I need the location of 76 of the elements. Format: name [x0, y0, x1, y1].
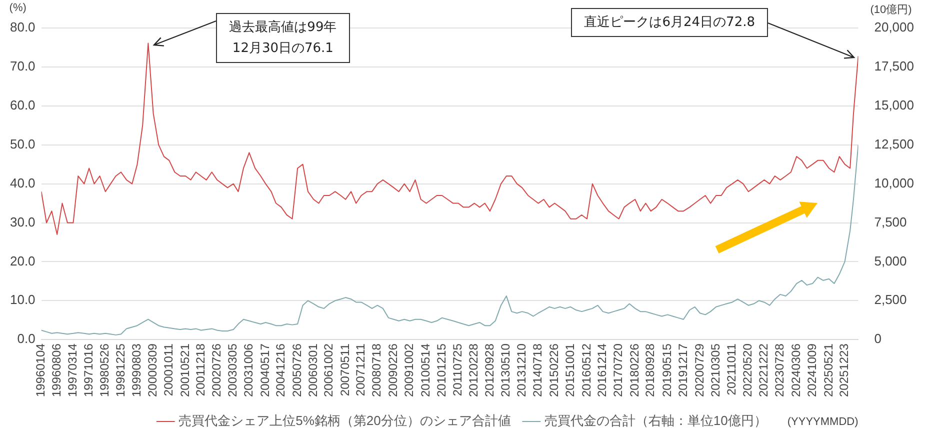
y2-tick-label: 12,500 — [874, 136, 914, 152]
x-tick-label: 20090226 — [386, 343, 400, 397]
x-tick-label: 20080718 — [370, 343, 384, 397]
x-tick-label: 20151001 — [562, 343, 577, 397]
x-tick-label: 20161214 — [595, 343, 610, 397]
x-tick-label: 20041216 — [274, 343, 288, 397]
legend-label: 売買代金シェア上位5%銘柄（第20分位）のシェア合計値 — [178, 413, 511, 428]
y2-tick-label: 7,500 — [874, 214, 907, 230]
x-tick-label: 20211011 — [724, 343, 739, 396]
x-tick-label: 20250521 — [821, 343, 836, 397]
x-tick-label: 20130510 — [498, 343, 513, 397]
x-tick-label: 20001011 — [161, 343, 176, 396]
x-tick-label: 20140718 — [530, 343, 545, 397]
x-tick-label: 20240306 — [788, 343, 803, 397]
x-tick-label: 20200729 — [692, 343, 706, 397]
x-tick-label: 20220520 — [740, 343, 755, 397]
y2-tick-label: 10,000 — [874, 175, 914, 190]
x-tick-label: 20031006 — [242, 343, 256, 397]
x-tick-label: 19981225 — [113, 343, 128, 397]
x-tick-label: 20230728 — [772, 343, 787, 397]
x-tick-label: 20210305 — [708, 343, 722, 397]
x-tick-label: 20060301 — [306, 343, 320, 397]
x-tick-label: 19960806 — [49, 343, 64, 397]
x-tick-label: 20150226 — [546, 343, 561, 397]
y-tick-label: 30.0 — [10, 214, 36, 230]
x-tick-label: 20180226 — [627, 343, 642, 397]
x-tick-label: 19971016 — [81, 343, 96, 397]
x-tick-label: 20120228 — [466, 343, 481, 397]
x-tick-label: 20221222 — [756, 343, 771, 397]
x-tick-label: 20120928 — [482, 343, 496, 397]
y-tick-label: 50.0 — [10, 136, 36, 152]
x-tick-label: 20251223 — [837, 343, 852, 397]
x-tick-label: 20020726 — [209, 343, 224, 397]
y2-tick-label: 2,500 — [874, 292, 907, 308]
y-tick-label: 20.0 — [10, 253, 36, 268]
y2-tick-label: 0 — [874, 331, 882, 346]
y2-tick-label: 5,000 — [874, 253, 907, 268]
y-tick-label: 40.0 — [10, 175, 36, 190]
annotation: 過去最高値は99年 12月30日の76.1 — [216, 13, 350, 64]
y2-tick-label: 15,000 — [874, 97, 914, 112]
x-tick-label: 20040517 — [258, 343, 272, 397]
x-tick-label: 20191217 — [676, 343, 690, 397]
x-tick-label: 19970314 — [66, 343, 80, 397]
y-tick-label: 80.0 — [10, 20, 36, 35]
x-tick-label: 20030305 — [226, 343, 240, 397]
y2-tick-label: 20,000 — [874, 20, 914, 35]
y2-tick-label: 17,500 — [874, 58, 914, 74]
x-tick-label: 20241009 — [804, 343, 819, 397]
x-tick-label: 20170720 — [611, 343, 626, 397]
x-tick-label: 20180928 — [643, 343, 658, 397]
y-tick-label: 70.0 — [10, 58, 36, 74]
x-tick-label: 19980526 — [98, 343, 112, 397]
x-tick-label: 20101215 — [434, 343, 448, 397]
x-tick-label: 19990803 — [130, 343, 144, 397]
y-tick-label: 60.0 — [10, 97, 36, 112]
x-tick-label: 20071211 — [354, 343, 368, 396]
x-tick-label: 19960104 — [34, 343, 48, 397]
x-tick-label: 20091002 — [402, 343, 416, 397]
x-tick-label: 20070511 — [338, 343, 352, 396]
x-tick-label: 20000309 — [146, 343, 160, 397]
x-tick-label: 20061002 — [322, 343, 336, 397]
annotation: 直近ピークは6月24日の72.8 — [571, 8, 768, 38]
x-tick-label: 20010521 — [178, 343, 192, 397]
x-tick-label: 20110725 — [450, 343, 465, 396]
y-tick-label: 0.0 — [17, 331, 36, 346]
x-tick-label: 20011218 — [193, 343, 208, 396]
x-tick-label: 20100514 — [418, 343, 433, 397]
legend-label: 売買代金の合計（右軸：単位10億円） — [544, 413, 767, 428]
x-tick-label: 20160512 — [579, 343, 594, 397]
x-tick-label: 20190515 — [660, 343, 674, 397]
y-tick-label: 10.0 — [10, 292, 36, 308]
x-tick-label: 20131210 — [514, 343, 528, 397]
x-tick-label: 20050726 — [290, 343, 304, 397]
x-axis-title: (YYYYMMDD) — [787, 416, 858, 428]
y-axis-title: (%) — [9, 2, 26, 14]
y2-axis-title: (10億円) — [870, 2, 912, 17]
